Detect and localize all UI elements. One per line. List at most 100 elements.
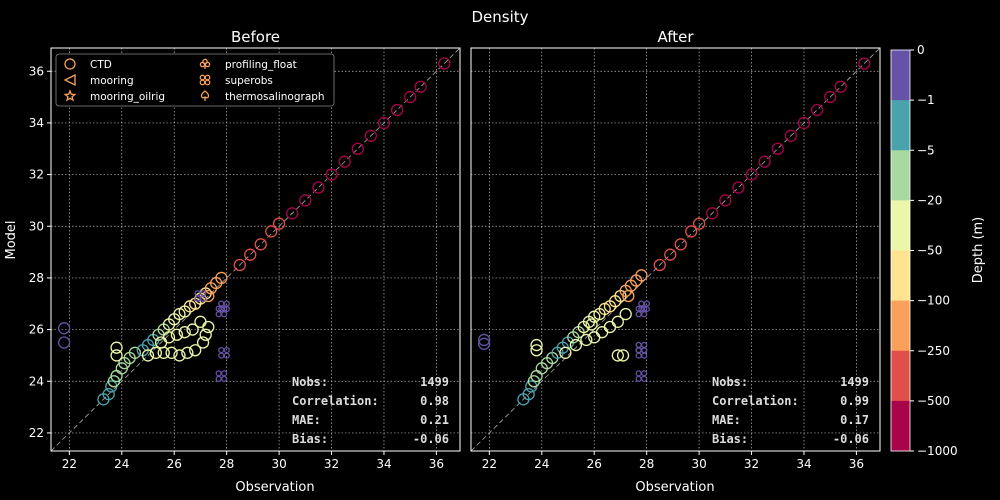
clover-lobe [204, 61, 211, 68]
x-tick-label: 30 [691, 457, 706, 471]
stat-value: 0.21 [420, 413, 449, 427]
stat-value: 1499 [840, 375, 869, 389]
data-point-circle [674, 238, 687, 251]
x-tick-label: 36 [429, 457, 444, 471]
x-ring-lobe [635, 341, 642, 349]
stat-label: Bias: [292, 432, 328, 446]
data-point-x-ring [215, 305, 228, 318]
legend-label: CTD [90, 59, 112, 71]
y-tick-label: 26 [29, 323, 44, 337]
x-ring-lobe [215, 311, 222, 318]
data-point-circle [299, 194, 312, 207]
data-point-circle [286, 207, 299, 220]
data-point-circle [858, 57, 871, 70]
data-point-circle [588, 331, 601, 344]
data-point-circle [530, 338, 543, 352]
stat-label: MAE: [292, 413, 321, 427]
panel-before: Before 22 24 26 28 30 32 34 36 22 24 26 28 30 32 34 36 No… [29, 28, 461, 471]
x-tick-label: 32 [324, 457, 339, 471]
data-point-circle [810, 103, 824, 117]
x-axis-label-before: Observation [235, 480, 314, 495]
x-tick-label: 26 [167, 457, 182, 471]
stat-value: -0.06 [413, 432, 449, 446]
data-point-circle [477, 337, 491, 350]
colorbar-segment [891, 50, 910, 101]
data-point-circle [202, 320, 215, 334]
data-point-circle [797, 116, 811, 130]
data-point-circle [611, 315, 624, 328]
legend: CTD mooring mooring_oilrig profiling_floats… [55, 53, 335, 107]
data-point-circle [824, 90, 837, 104]
stat-value: 0.17 [840, 413, 869, 427]
legend-marker-spade [200, 90, 210, 101]
data-point-circle [404, 90, 417, 104]
data-point-circle [57, 322, 71, 335]
y-tick-label: 30 [29, 219, 44, 233]
data-point-circle [732, 181, 745, 194]
data-point-circle [622, 289, 635, 303]
data-point-circle [312, 181, 325, 194]
legend-label: mooring [90, 75, 134, 87]
x-ring-lobe [223, 352, 230, 359]
data-point-circle [364, 129, 378, 142]
x-tick-label: 28 [219, 457, 234, 471]
x-ring-lobe [635, 375, 642, 382]
colorbar-tick-label: −20 [917, 193, 942, 207]
colorbar-segment [891, 150, 910, 201]
data-point-circle [154, 336, 168, 349]
x-ring-lobe [638, 300, 645, 307]
x-tick-label: 26 [587, 457, 602, 471]
data-point-circle [745, 168, 758, 181]
colorbar-segment [891, 350, 910, 402]
colorbar-tick-label: −100 [917, 294, 950, 308]
data-point-circle [603, 320, 617, 334]
data-point-x-ring [194, 290, 207, 302]
data-point-circle [141, 349, 155, 362]
data-point-circle [178, 326, 191, 339]
data-point-x-ring [218, 346, 230, 359]
data-point-circle [653, 258, 666, 272]
stat-label: Nobs: [292, 375, 328, 389]
data-point-circle [771, 142, 784, 155]
stat-label: Nobs: [712, 375, 748, 389]
colorbar-tick-label: 0 [917, 43, 925, 57]
legend-marker-clover [199, 58, 211, 69]
x-ring-lobe [218, 352, 225, 359]
y-tick-label: 22 [29, 426, 44, 440]
x-tick-label: 28 [639, 457, 654, 471]
x-ring-lobe [204, 79, 211, 86]
data-point-x-ring [635, 305, 648, 318]
x-tick-label: 32 [744, 457, 759, 471]
data-point-circle [784, 129, 798, 142]
data-point-circle [162, 331, 176, 344]
data-point-circle [110, 341, 123, 354]
x-tick-label: 34 [376, 457, 391, 471]
data-point-circle [254, 238, 267, 251]
y-tick-label: 24 [29, 374, 44, 388]
y-tick-label: 34 [29, 116, 44, 130]
x-ring-lobe [643, 305, 650, 313]
x-tick-label: 30 [271, 457, 286, 471]
x-tick-label: 24 [114, 457, 129, 471]
data-point-circle [196, 336, 210, 349]
x-ring-lobe [641, 370, 648, 377]
stat-value: 0.98 [420, 394, 449, 408]
data-point-circle [706, 207, 719, 220]
x-tick-label: 22 [62, 457, 77, 471]
y-tick-label: 32 [29, 168, 44, 182]
data-point-circle [351, 142, 364, 155]
colorbar-segment [891, 100, 910, 151]
data-point-circle [438, 57, 451, 70]
data-point-circle [580, 333, 593, 347]
data-point-circle [390, 103, 404, 117]
data-point-circle [664, 248, 677, 261]
stat-label: Bias: [712, 432, 748, 446]
y-tick-label: 36 [29, 64, 44, 78]
stat-label: Correlation: [712, 394, 799, 408]
stat-value: 1499 [420, 375, 449, 389]
x-ring-lobe [215, 370, 222, 377]
x-ring-lobe [635, 352, 642, 359]
data-point-x-ring [215, 370, 228, 382]
x-tick-label: 34 [796, 457, 811, 471]
data-point-circle [215, 271, 228, 285]
